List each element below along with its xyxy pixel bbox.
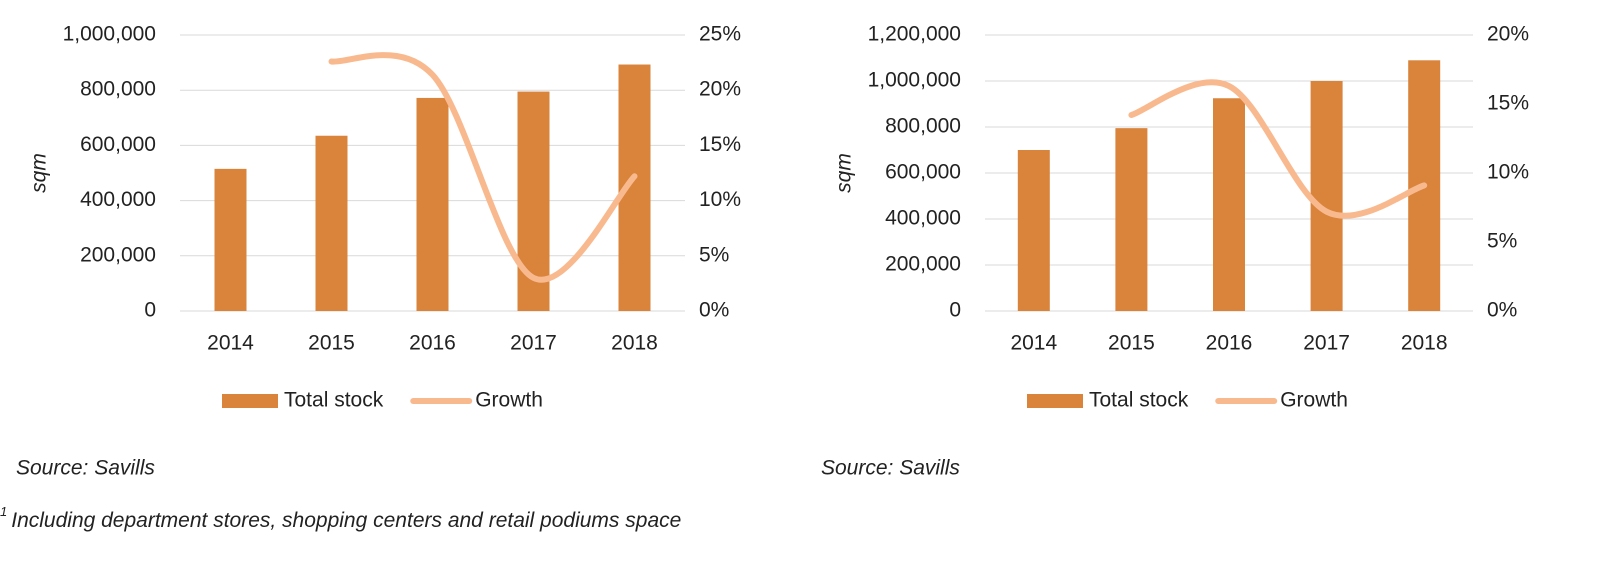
y2-tick-label: 10% [1487, 161, 1529, 184]
y2-tick-label: 20% [1487, 23, 1529, 46]
x-tick-label: 2014 [207, 332, 254, 355]
y-tick-label: 200,000 [885, 253, 961, 276]
legend-label: Growth [475, 389, 543, 412]
y2-tick-label: 20% [699, 78, 741, 101]
bar [315, 135, 348, 311]
legend-swatch [222, 394, 278, 408]
x-tick-label: 2018 [1401, 332, 1448, 355]
y2-tick-label: 15% [699, 133, 741, 156]
bar [1310, 81, 1343, 311]
y-tick-label: 0 [949, 299, 961, 322]
y-tick-label: 600,000 [885, 161, 961, 184]
bar [416, 97, 449, 311]
y-axis-label: sqm [833, 153, 856, 193]
x-tick-label: 2016 [409, 332, 456, 355]
y-tick-label: 1,200,000 [868, 23, 961, 46]
legend-label: Total stock [284, 389, 384, 412]
y-tick-label: 200,000 [80, 243, 156, 266]
legend-label: Total stock [1089, 389, 1189, 412]
growth-line [1128, 79, 1428, 219]
x-tick-label: 2014 [1010, 332, 1057, 355]
y-axis-label: sqm [28, 153, 51, 193]
x-tick-label: 2017 [510, 332, 557, 355]
y2-tick-label: 25% [699, 23, 741, 46]
y-tick-label: 600,000 [80, 133, 156, 156]
y-tick-label: 0 [144, 299, 156, 322]
x-tick-label: 2017 [1303, 332, 1350, 355]
y2-tick-label: 5% [699, 243, 729, 266]
legend-label: Growth [1280, 389, 1348, 412]
x-tick-label: 2018 [611, 332, 658, 355]
growth-line [328, 52, 638, 283]
footnote-marker: 1 [0, 504, 7, 519]
y-tick-label: 400,000 [885, 207, 961, 230]
source: Source: Savills [821, 457, 960, 480]
bar [517, 91, 550, 311]
bar [214, 168, 247, 311]
footnote: 1 Including department stores, shopping c… [0, 504, 681, 531]
footnote-text: Including department stores, shopping ce… [11, 509, 681, 532]
bar [1213, 98, 1245, 311]
x-tick-label: 2015 [1108, 332, 1155, 355]
y2-tick-label: 15% [1487, 92, 1529, 115]
bar [1115, 128, 1148, 311]
y-tick-label: 400,000 [80, 188, 156, 211]
y-tick-label: 1,000,000 [63, 23, 156, 46]
source: Source: Savills [16, 457, 155, 480]
bar [1017, 150, 1050, 311]
y2-tick-label: 5% [1487, 230, 1517, 253]
y2-tick-label: 10% [699, 188, 741, 211]
y-tick-label: 1,000,000 [868, 69, 961, 92]
y-tick-label: 800,000 [80, 78, 156, 101]
legend-swatch [1027, 394, 1083, 408]
x-tick-label: 2015 [308, 332, 355, 355]
y2-tick-label: 0% [699, 299, 729, 322]
y-tick-label: 800,000 [885, 115, 961, 138]
y2-tick-label: 0% [1487, 299, 1517, 322]
x-tick-label: 2016 [1206, 332, 1253, 355]
